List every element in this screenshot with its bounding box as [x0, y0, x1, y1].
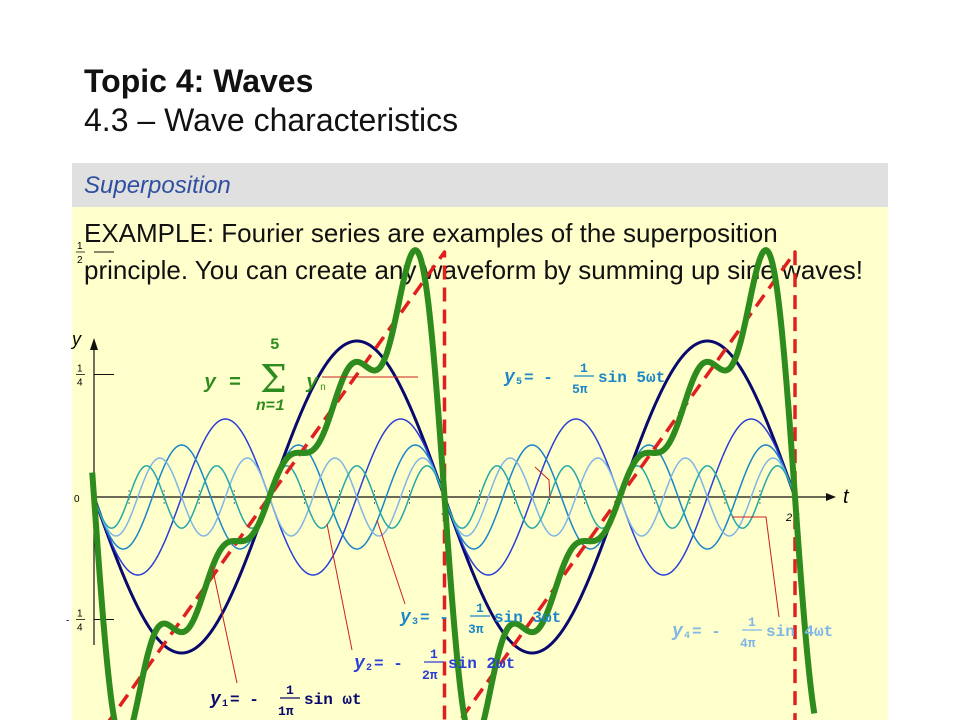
y-tick-label-den: 4 [77, 378, 83, 389]
section-header: Superposition [72, 163, 888, 207]
label-y3-num: 1 [476, 601, 484, 616]
leader-line [534, 466, 551, 499]
label-y1-sub: 1 [222, 699, 228, 710]
y-tick-label-den: 2 [77, 255, 83, 266]
label-y4-rhs: sin 4ωt [766, 623, 833, 641]
y-tick-label-sign: - [66, 616, 69, 627]
label-y2-num: 1 [430, 647, 438, 662]
y-axis-label: y [70, 329, 82, 349]
x-axis-label: t [843, 486, 850, 508]
sum-label-bottom: n=1 [256, 397, 285, 415]
label-y2-lhs: y [353, 654, 366, 674]
label-y5-den: 5π [572, 382, 588, 397]
y-tick-label-den: 4 [77, 623, 83, 634]
label-y1-mid: = - [230, 691, 259, 709]
label-y4-num: 1 [748, 615, 756, 630]
label-y5-lhs: y [503, 368, 516, 388]
y-axis-arrow [90, 338, 98, 350]
slide-title: Topic 4: Waves [84, 63, 314, 99]
leader-line [211, 565, 238, 684]
sum-label-term: y [305, 372, 319, 395]
y-tick-label-num: 1 [77, 241, 83, 252]
label-y1-num: 1 [286, 683, 294, 698]
sum-label-y: y [203, 372, 217, 395]
label-y3-den: 3π [468, 622, 484, 637]
label-y2-mid: = - [374, 655, 403, 673]
leader-line [376, 519, 406, 605]
label-y4-lhs: y [671, 622, 684, 642]
y-tick-label-num: 1 [77, 364, 83, 375]
x-axis-arrow [826, 493, 836, 501]
series-sum [89, 247, 818, 720]
label-y5-sub: 5 [516, 377, 522, 388]
label-y3-lhs: y [399, 608, 412, 628]
label-y1-den: 1π [278, 704, 294, 719]
section-title: Superposition [84, 172, 231, 199]
y-tick-label-num: 1 [77, 609, 83, 620]
title-block: Topic 4: Waves 4.3 – Wave characteristic… [84, 62, 458, 140]
label-y4-sub: 4 [684, 631, 690, 642]
label-y2-den: 2π [422, 668, 438, 683]
leader-line [326, 523, 353, 651]
label-y5-mid: = - [524, 369, 553, 387]
label-y1-lhs: y [209, 690, 222, 710]
sum-label-sub: n [320, 383, 326, 394]
slide-subtitle: 4.3 – Wave characteristics [84, 102, 459, 138]
sum-label-eq: = [229, 372, 241, 395]
sum-label-sigma: Σ [260, 357, 287, 401]
leader-line [732, 516, 780, 618]
label-y4-mid: = - [692, 623, 721, 641]
y-tick-label: 0 [74, 494, 80, 505]
example-text: EXAMPLE: Fourier series are examples of … [84, 218, 863, 285]
label-y2-rhs: sin 2ωt [448, 655, 515, 673]
label-y1-rhs: sin ωt [304, 691, 362, 709]
label-y5-num: 1 [580, 361, 588, 376]
label-y2-sub: 2 [366, 663, 372, 674]
sum-label-top: 5 [270, 336, 280, 354]
label-y3-mid: = - [420, 609, 449, 627]
label-y3-rhs: sin 3ωt [494, 609, 561, 627]
label-y4-den: 4π [740, 636, 756, 651]
label-y5-rhs: sin 5ωt [598, 369, 665, 387]
label-y3-sub: 3 [412, 617, 418, 628]
